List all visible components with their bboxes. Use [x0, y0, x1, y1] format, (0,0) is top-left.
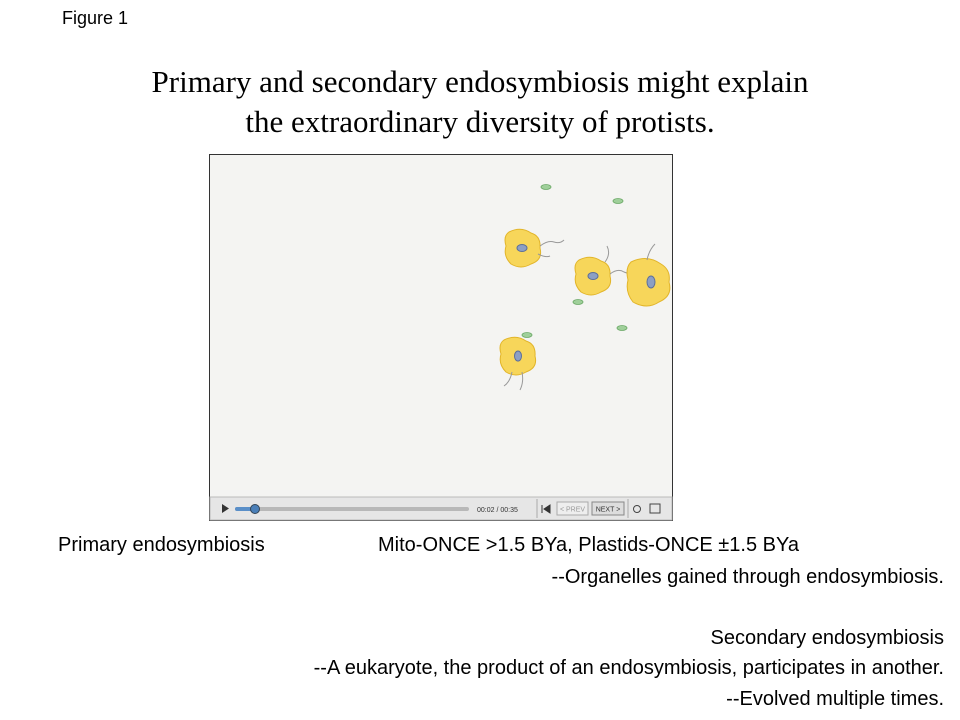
- text-line: --Organelles gained through endosymbiosi…: [551, 566, 944, 588]
- text-line: --A eukaryote, the product of an endosym…: [313, 657, 944, 679]
- figure-label: Figure 1: [62, 8, 129, 28]
- next-label: NEXT >: [596, 507, 621, 514]
- bacteria: [521, 184, 628, 338]
- title-line: Primary and secondary endosymbiosis migh…: [151, 64, 809, 99]
- video-player: 00:02 / 00:35 < PREV NEXT >: [209, 154, 673, 521]
- heading: Secondary endosymbiosis: [710, 627, 944, 649]
- text-line: Mito-ONCE >1.5 BYa, Plastids-ONCE ±1.5 B…: [378, 534, 799, 556]
- protists: [499, 228, 671, 391]
- heading: Primary endosymbiosis: [58, 534, 265, 556]
- next-button[interactable]: [591, 501, 625, 516]
- video-time: 00:02 / 00:35: [477, 507, 518, 514]
- slide-title: Primary and secondary endosymbiosis migh…: [0, 62, 960, 142]
- replay-button[interactable]: [633, 505, 641, 513]
- prev-label: < PREV: [560, 507, 585, 514]
- fullscreen-button[interactable]: [649, 503, 661, 514]
- title-line: the extraordinary diversity of protists.: [245, 104, 715, 139]
- prev-button[interactable]: [556, 501, 589, 516]
- text-line: --Evolved multiple times.: [726, 688, 944, 710]
